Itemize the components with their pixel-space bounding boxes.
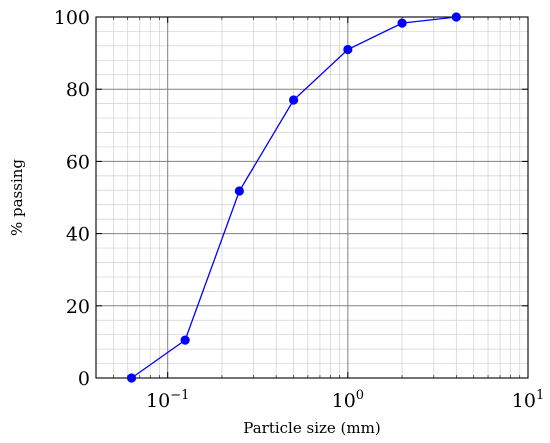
x-tick-label: 100: [332, 388, 364, 412]
plot-frame: [95, 16, 529, 379]
data-point: [180, 335, 190, 345]
y-tick-label: 20: [66, 296, 90, 318]
data-point: [451, 12, 461, 22]
x-tick-label: 101: [512, 388, 544, 412]
x-tick-label: 10−1: [146, 388, 189, 412]
data-point: [234, 186, 244, 196]
y-axis-label: % passing: [8, 159, 26, 236]
y-tick-label: 80: [66, 79, 90, 101]
major-grid: [96, 16, 529, 379]
data-point: [343, 44, 353, 55]
series-layer: [126, 12, 461, 383]
y-tick-label: 60: [66, 151, 90, 173]
minor-grid: [95, 17, 528, 378]
y-tick-label: 40: [66, 224, 90, 246]
y-tick-label: 0: [78, 368, 90, 390]
data-point: [397, 18, 407, 28]
data-point: [289, 95, 299, 105]
axis-ticks: [95, 16, 529, 379]
y-tick-label: 100: [54, 7, 90, 29]
data-point: [126, 373, 137, 383]
x-axis-label: Particle size (mm): [243, 419, 380, 437]
tick-labels: 10−1 100 101 0 20 40 60 80 100: [54, 7, 545, 412]
